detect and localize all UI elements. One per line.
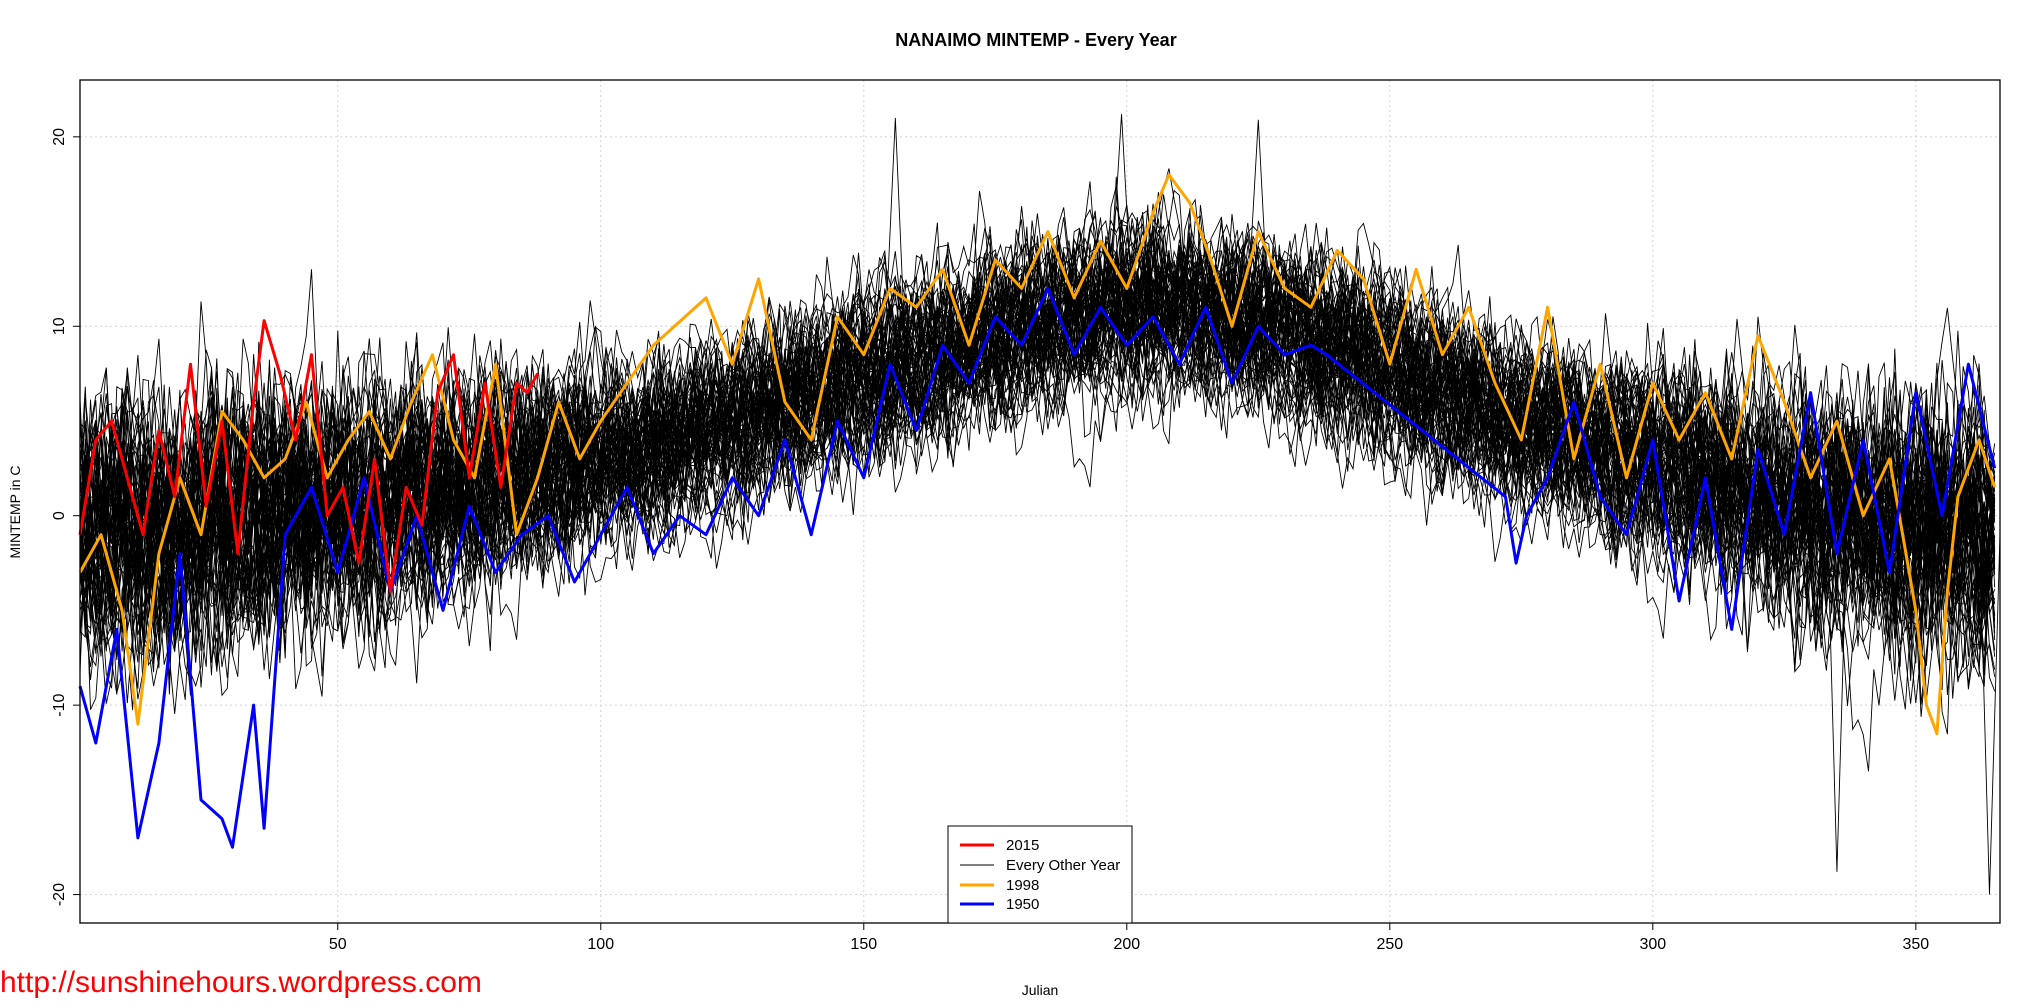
x-tick-label-1: 100 bbox=[587, 936, 614, 953]
every-other-year-line bbox=[79, 218, 1996, 671]
legend: 2015 Every Other Year 1998 1950 bbox=[947, 825, 1133, 924]
every-other-year-line bbox=[79, 242, 1996, 672]
legend-label-1998: 1998 bbox=[1006, 877, 1039, 894]
extreme-spike-0 bbox=[884, 117, 907, 365]
chart-title: NANAIMO MINTEMP - Every Year bbox=[895, 30, 1176, 50]
x-tick-label-6: 350 bbox=[1902, 936, 1929, 953]
y-tick-label-1: -10 bbox=[51, 693, 68, 716]
watermark-url[interactable]: http://sunshinehours.wordpress.com bbox=[0, 966, 482, 999]
legend-label-1950: 1950 bbox=[1006, 896, 1039, 913]
every-other-year-line bbox=[79, 192, 1996, 623]
legend-box bbox=[947, 825, 1133, 924]
y-tick-label-2: 0 bbox=[51, 511, 68, 520]
x-tick-label-3: 200 bbox=[1113, 936, 1140, 953]
x-tick-label-0: 50 bbox=[329, 936, 347, 953]
x-axis: 50 100 150 200 250 300 350 bbox=[329, 923, 1929, 953]
every-other-year-line bbox=[79, 176, 1996, 657]
x-tick-label-4: 250 bbox=[1376, 936, 1403, 953]
highlighted-series bbox=[78, 173, 1997, 849]
legend-label-2015: 2015 bbox=[1006, 837, 1039, 854]
x-axis-label: Julian bbox=[1022, 982, 1059, 998]
x-tick-label-5: 300 bbox=[1639, 936, 1666, 953]
y-tick-label-4: 20 bbox=[51, 128, 68, 146]
y-axis: -20 -10 0 10 20 bbox=[51, 128, 80, 906]
y-tick-label-0: -20 bbox=[51, 883, 68, 906]
extreme-spike-4 bbox=[1978, 514, 2001, 895]
series-line-2015 bbox=[78, 319, 539, 593]
series-line-1950 bbox=[78, 286, 1997, 849]
every-other-year-line bbox=[79, 251, 1996, 673]
extreme-spike-3 bbox=[1825, 491, 1848, 872]
series-line-1998 bbox=[78, 173, 1997, 736]
every-other-year-line bbox=[79, 242, 1996, 634]
legend-label-every-other-year: Every Other Year bbox=[1006, 857, 1120, 874]
y-axis-label: MINTEMP in C bbox=[7, 465, 23, 558]
y-tick-label-3: 10 bbox=[51, 317, 68, 335]
x-tick-label-2: 150 bbox=[850, 936, 877, 953]
every-other-year-line bbox=[79, 204, 1996, 628]
extreme-spike-2 bbox=[1247, 119, 1270, 323]
extreme-spike-1 bbox=[1110, 114, 1133, 305]
